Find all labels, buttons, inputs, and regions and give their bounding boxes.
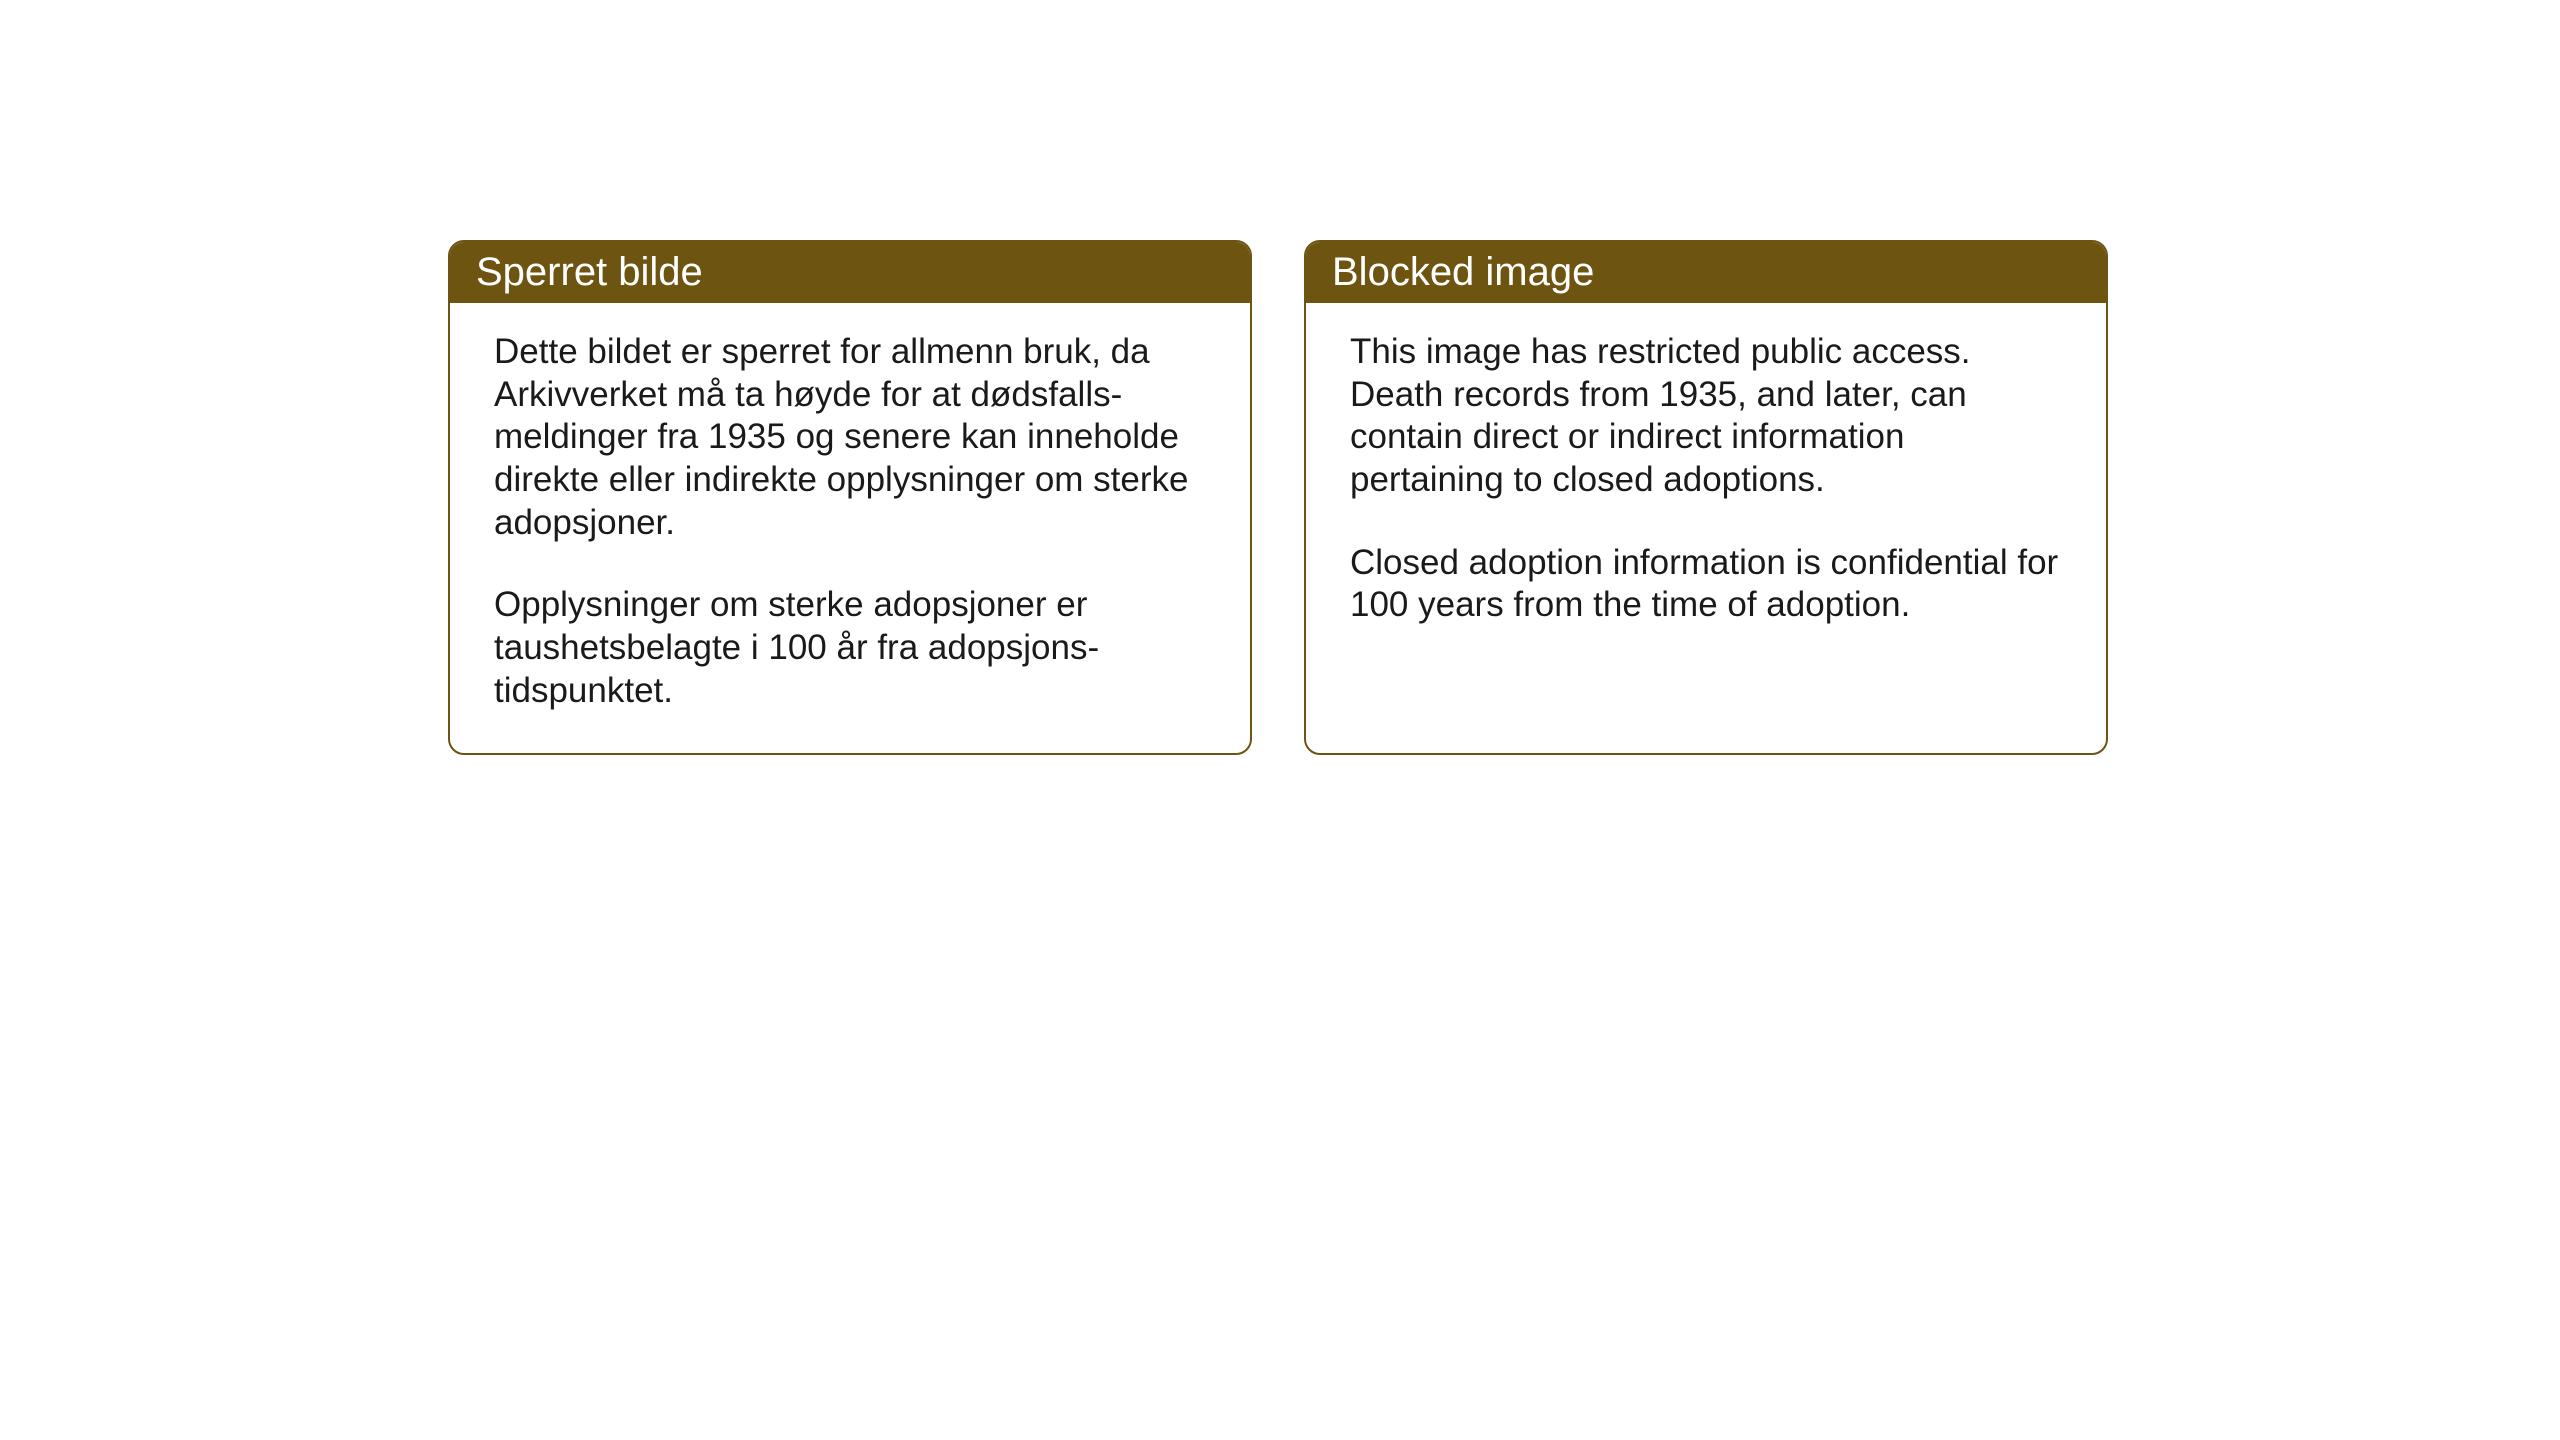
notice-box-norwegian: Sperret bilde Dette bildet er sperret fo… (448, 240, 1252, 755)
notice-header-english: Blocked image (1306, 242, 2106, 303)
notice-paragraph: Closed adoption information is confident… (1350, 542, 2062, 627)
notice-box-english: Blocked image This image has restricted … (1304, 240, 2108, 755)
notice-header-norwegian: Sperret bilde (450, 242, 1250, 303)
notice-body-norwegian: Dette bildet er sperret for allmenn bruk… (450, 303, 1250, 753)
notices-container: Sperret bilde Dette bildet er sperret fo… (448, 240, 2108, 755)
notice-body-english: This image has restricted public access.… (1306, 303, 2106, 667)
notice-paragraph: This image has restricted public access.… (1350, 331, 2062, 502)
notice-paragraph: Opplysninger om sterke adopsjoner er tau… (494, 584, 1206, 712)
notice-paragraph: Dette bildet er sperret for allmenn bruk… (494, 331, 1206, 544)
